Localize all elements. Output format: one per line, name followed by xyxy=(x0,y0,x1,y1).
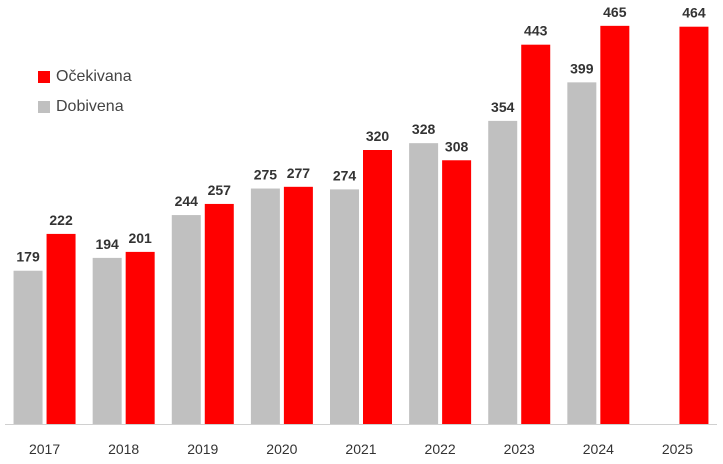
bar-dobivena-2017 xyxy=(13,270,43,424)
bar-oekivana-2019 xyxy=(204,203,234,424)
value-labels-group: 179 222 194 201 244 257 275 277 274 320 328 308 354 4… xyxy=(16,4,705,265)
bar-dobivena-2018 xyxy=(92,257,122,424)
value-label-dobivena-2018: 194 xyxy=(95,236,119,252)
bar-oekivana-2020 xyxy=(283,186,313,424)
value-label-dobivena-2023: 354 xyxy=(491,99,515,115)
x-tick-label-2023: 2023 xyxy=(504,441,535,457)
bar-oekivana-2025 xyxy=(679,26,709,424)
x-tick-label-2020: 2020 xyxy=(266,441,297,457)
value-label-oekivana-2024: 465 xyxy=(603,4,627,20)
x-tick-label-2018: 2018 xyxy=(108,441,139,457)
value-label-dobivena-2019: 244 xyxy=(175,193,199,209)
legend-item-dobivena: Dobivena xyxy=(38,92,132,122)
value-label-oekivana-2021: 320 xyxy=(366,128,390,144)
x-tick-label-2017: 2017 xyxy=(29,441,60,457)
value-label-oekivana-2019: 257 xyxy=(208,182,232,198)
x-tick-label-2022: 2022 xyxy=(425,441,456,457)
x-tick-label-2025: 2025 xyxy=(662,441,693,457)
bar-dobivena-2021 xyxy=(330,189,359,424)
value-label-oekivana-2020: 277 xyxy=(287,165,311,181)
legend-swatch-dobivena xyxy=(38,101,50,113)
bar-dobivena-2022 xyxy=(409,143,439,424)
legend-label-ocekivana: Očekivana xyxy=(56,68,132,85)
x-tick-label-2019: 2019 xyxy=(187,441,218,457)
bar-oekivana-2024 xyxy=(600,25,630,424)
bar-dobivena-2024 xyxy=(567,82,597,424)
x-tick-labels-group: 2017 2018 2019 2020 2021 2022 2023 2024 2025 xyxy=(29,441,693,457)
bar-oekivana-2022 xyxy=(442,160,472,424)
legend-item-ocekivana: Očekivana xyxy=(38,62,132,92)
legend-swatch-ocekivana xyxy=(38,71,50,83)
bar-oekivana-2018 xyxy=(125,251,155,424)
value-label-oekivana-2017: 222 xyxy=(49,212,73,228)
value-label-dobivena-2022: 328 xyxy=(412,121,436,137)
bars-group xyxy=(13,25,709,425)
legend: Očekivana Dobivena xyxy=(38,62,132,122)
legend-label-dobivena: Dobivena xyxy=(56,98,124,115)
value-label-oekivana-2025: 464 xyxy=(682,5,706,21)
bar-oekivana-2017 xyxy=(46,233,76,424)
x-tick-label-2024: 2024 xyxy=(583,441,614,457)
value-label-oekivana-2018: 201 xyxy=(128,230,152,246)
x-tick-label-2021: 2021 xyxy=(345,441,376,457)
value-label-dobivena-2024: 399 xyxy=(570,60,594,76)
bar-dobivena-2019 xyxy=(171,215,201,424)
bar-oekivana-2021 xyxy=(363,150,392,424)
bar-oekivana-2023 xyxy=(521,44,551,425)
value-label-oekivana-2023: 443 xyxy=(524,23,548,39)
bar-dobivena-2020 xyxy=(250,188,280,424)
value-label-dobivena-2020: 275 xyxy=(254,167,278,183)
value-label-dobivena-2017: 179 xyxy=(16,249,40,265)
bar-dobivena-2023 xyxy=(488,120,518,424)
value-label-dobivena-2021: 274 xyxy=(333,167,357,183)
value-label-oekivana-2022: 308 xyxy=(445,138,469,154)
